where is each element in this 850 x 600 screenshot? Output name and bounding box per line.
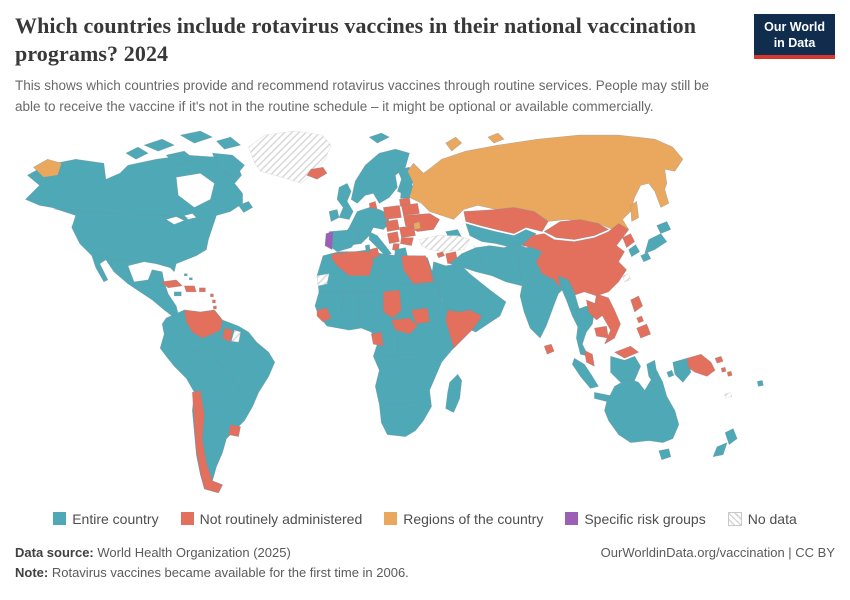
legend-item-regions-of-the-country[interactable]: Regions of the country: [384, 511, 543, 527]
legend-label-regions-of-the-country: Regions of the country: [403, 510, 544, 527]
map-region-serbia-bosnia[interactable]: [387, 231, 400, 244]
map-region-japan[interactable]: [640, 221, 672, 262]
map-region-cyprus[interactable]: [436, 251, 445, 258]
map-region-papua-new-guinea[interactable]: [686, 353, 724, 377]
legend-item-no-data[interactable]: No data: [727, 510, 797, 527]
map-region-cuba[interactable]: [160, 279, 183, 288]
map-region-turkey[interactable]: [419, 235, 471, 252]
map-region-russia-chukotka[interactable]: [33, 158, 62, 178]
header: Which countries include rotavirus vaccin…: [0, 0, 850, 68]
legend-swatch-specific-risk-groups: [565, 512, 579, 526]
legend-label-not-routinely-administered: Not routinely administered: [199, 510, 363, 527]
map-region-slovakia-hungary[interactable]: [385, 219, 400, 232]
map-region-north-korea[interactable]: [622, 233, 635, 248]
map-region-chad[interactable]: [383, 289, 402, 319]
map-region-bulgaria[interactable]: [400, 237, 414, 246]
map-region-sakhalin[interactable]: [630, 200, 639, 222]
map-region-north-america[interactable]: [25, 154, 243, 317]
map-region-moldova[interactable]: [413, 221, 421, 230]
note-label: Note:: [15, 564, 49, 580]
map-region-south-america[interactable]: [159, 309, 276, 494]
country-borders: [53, 209, 523, 405]
data-source-line: Data source: World Health Organization (…: [15, 543, 291, 563]
map-region-svalbard[interactable]: [368, 132, 390, 144]
legend-label-specific-risk-groups: Specific risk groups: [584, 510, 706, 527]
owid-logo-line1: Our World: [764, 20, 825, 34]
map-region-sri-lanka[interactable]: [543, 343, 555, 355]
map-region-mongolia[interactable]: [543, 219, 609, 240]
legend-swatch-entire-country: [53, 512, 67, 526]
map-region-kazakhstan[interactable]: [463, 207, 549, 234]
map-region-portugal[interactable]: [324, 231, 334, 250]
map-region-south-sudan[interactable]: [411, 307, 430, 325]
map-region-french-guiana[interactable]: [231, 329, 241, 343]
chart-subtitle: This shows which countries provide and r…: [15, 78, 710, 114]
legend-swatch-regions-of-the-country: [384, 512, 398, 526]
map-region-central-african-republic[interactable]: [391, 317, 418, 335]
map-region-ireland[interactable]: [328, 209, 340, 222]
data-source-label: Data source:: [15, 544, 94, 560]
map-region-philippines[interactable]: [630, 295, 651, 339]
legend-swatch-no-data: [727, 511, 742, 526]
map-region-poland[interactable]: [383, 204, 402, 220]
footer: Data source: World Health Organization (…: [0, 527, 850, 583]
great-lakes: [165, 213, 197, 225]
page-title: Which countries include rotavirus vaccin…: [15, 13, 697, 67]
map-region-uruguay[interactable]: [228, 424, 241, 437]
map-region-western-sahara[interactable]: [316, 273, 330, 286]
map-region-new-caledonia[interactable]: [723, 391, 733, 399]
map-legend: Entire country Not routinely administere…: [0, 511, 850, 527]
map-region-new-zealand[interactable]: [712, 428, 738, 457]
map-region-vietnam[interactable]: [594, 293, 621, 345]
data-source-value[interactable]: World Health Organization (2025): [97, 544, 291, 560]
legend-item-specific-risk-groups[interactable]: Specific risk groups: [565, 510, 706, 527]
map-region-malaysia[interactable]: [584, 345, 639, 367]
map-region-suriname[interactable]: [222, 327, 233, 343]
owid-link[interactable]: OurWorldinData.org/vaccination | CC BY: [600, 544, 835, 560]
hudson-bay: [175, 172, 215, 208]
map-region-china[interactable]: [521, 223, 629, 296]
legend-item-entire-country[interactable]: Entire country: [53, 510, 159, 527]
map-region-hispaniola[interactable]: [184, 285, 197, 292]
map-region-fiji[interactable]: [757, 379, 764, 387]
map-region-solomon-islands[interactable]: [720, 366, 733, 377]
map-region-madagascar[interactable]: [445, 373, 462, 413]
map-region-united-kingdom[interactable]: [336, 182, 354, 220]
map-region-egypt[interactable]: [401, 255, 434, 284]
map-region-taiwan[interactable]: [622, 273, 631, 282]
legend-label-entire-country: Entire country: [72, 510, 159, 527]
map-region-spain[interactable]: [328, 229, 360, 252]
map-region-tasmania[interactable]: [658, 448, 672, 460]
map-region-newfoundland[interactable]: [238, 200, 253, 213]
legend-swatch-not-routinely-administered: [180, 512, 194, 526]
legend-item-not-routinely-administered[interactable]: Not routinely administered: [180, 510, 363, 527]
map-region-bahamas[interactable]: [184, 273, 193, 280]
map-region-puerto-rico[interactable]: [199, 287, 206, 292]
map-region-iceland[interactable]: [306, 166, 328, 180]
map-region-algeria[interactable]: [330, 251, 374, 276]
map-region-australia[interactable]: [604, 369, 680, 443]
legend-label-no-data: No data: [747, 510, 797, 527]
map-region-cambodia[interactable]: [594, 325, 609, 339]
world-map: [15, 123, 850, 505]
map-region-jamaica[interactable]: [173, 291, 182, 296]
map-region-lesser-antilles[interactable]: [210, 293, 217, 310]
map-region-scandinavia[interactable]: [350, 148, 410, 204]
map-region-venezuela[interactable]: [184, 309, 223, 339]
choropleth-map[interactable]: [15, 123, 820, 505]
map-region-guinea-sierra-leone[interactable]: [316, 307, 332, 323]
map-region-gabon[interactable]: [371, 331, 384, 347]
map-region-romania[interactable]: [399, 225, 416, 238]
note-value: Rotavirus vaccines became available for …: [51, 564, 409, 580]
map-region-somalia[interactable]: [445, 309, 483, 349]
owid-logo[interactable]: Our World in Data: [754, 14, 835, 60]
owid-logo-line2: in Data: [773, 35, 816, 50]
map-region-belarus[interactable]: [401, 202, 420, 216]
map-region-novaya-zemlya[interactable]: [445, 132, 505, 152]
map-region-chile[interactable]: [192, 389, 223, 494]
map-region-tunisia[interactable]: [368, 247, 380, 260]
map-region-south-korea[interactable]: [628, 244, 640, 257]
map-region-canadian-arctic-islands[interactable]: [125, 130, 245, 178]
